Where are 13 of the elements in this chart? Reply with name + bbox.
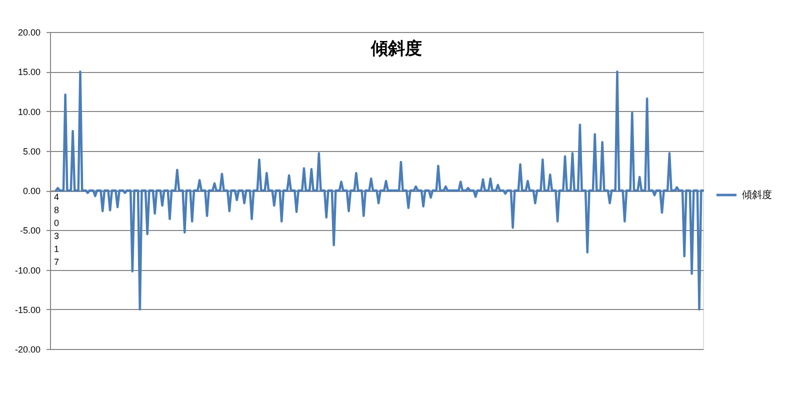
y-tick-label: 10.00 <box>18 106 40 117</box>
y-tick-label: 0.00 <box>22 186 40 196</box>
y-tick-label: -5.00 <box>20 226 40 236</box>
y-tick-label: 20.00 <box>18 28 40 38</box>
y-tick-label: -15.00 <box>14 304 40 315</box>
y-tick-label: -10.00 <box>14 265 40 276</box>
x-tick-label: 480317 <box>54 192 60 267</box>
line-series <box>54 70 704 310</box>
y-tick-label: -20.00 <box>14 344 40 354</box>
chart-title: 傾斜度 <box>370 39 422 58</box>
legend-label: 傾斜度 <box>742 189 772 201</box>
y-tick-label: 5.00 <box>22 146 40 156</box>
y-tick-label: 15.00 <box>18 67 40 78</box>
